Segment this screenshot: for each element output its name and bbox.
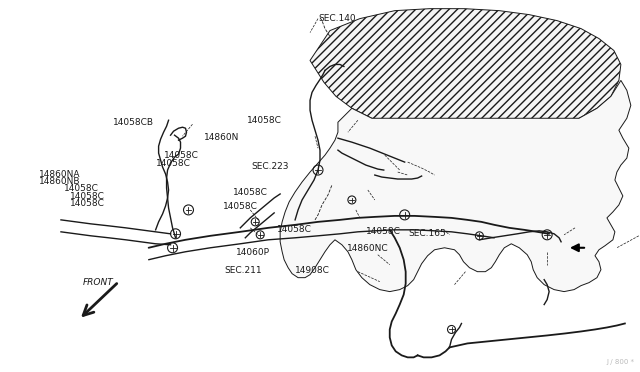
Text: 14058CB: 14058CB: [113, 119, 154, 128]
Text: J / 800 *: J / 800 *: [607, 359, 635, 365]
Text: 14058C: 14058C: [70, 199, 105, 208]
Text: 14058C: 14058C: [70, 192, 105, 201]
Text: 14058C: 14058C: [233, 188, 268, 197]
Text: FRONT: FRONT: [83, 278, 113, 287]
Text: SEC.140: SEC.140: [319, 14, 356, 23]
Text: 14908C: 14908C: [294, 266, 330, 275]
Text: SEC.223: SEC.223: [252, 162, 289, 171]
Polygon shape: [310, 9, 621, 138]
Text: 14058C: 14058C: [246, 116, 282, 125]
Text: 14058C: 14058C: [366, 227, 401, 236]
Text: 14058C: 14058C: [156, 158, 190, 167]
Text: 14058C: 14058C: [64, 185, 99, 193]
Text: 14058C: 14058C: [276, 225, 312, 234]
Text: 14060P: 14060P: [236, 248, 270, 257]
Text: 14860NC: 14860NC: [348, 244, 389, 253]
Text: 14860N: 14860N: [204, 132, 239, 142]
Text: SEC.211: SEC.211: [225, 266, 262, 275]
Text: 14860NB: 14860NB: [40, 177, 81, 186]
Text: 14860NA: 14860NA: [40, 170, 81, 179]
Text: 14058C: 14058C: [164, 151, 198, 160]
Text: SEC.165: SEC.165: [408, 229, 445, 238]
Polygon shape: [280, 80, 631, 292]
Text: 14058C: 14058C: [223, 202, 258, 211]
